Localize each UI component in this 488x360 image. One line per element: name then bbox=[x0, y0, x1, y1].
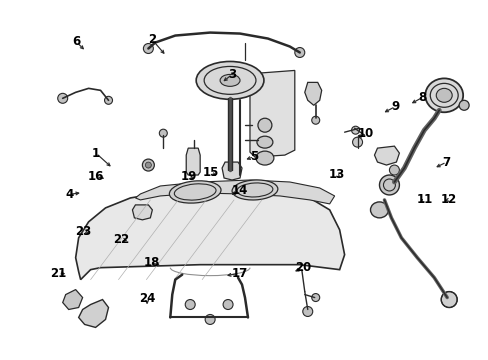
Circle shape bbox=[311, 116, 319, 124]
Circle shape bbox=[159, 129, 167, 137]
Ellipse shape bbox=[255, 151, 273, 165]
Polygon shape bbox=[249, 71, 294, 157]
Polygon shape bbox=[186, 148, 200, 175]
Circle shape bbox=[294, 48, 304, 58]
Circle shape bbox=[142, 159, 154, 171]
Circle shape bbox=[205, 315, 215, 324]
Ellipse shape bbox=[258, 118, 271, 132]
Text: 7: 7 bbox=[442, 156, 450, 168]
Text: 2: 2 bbox=[147, 33, 156, 46]
Ellipse shape bbox=[196, 62, 264, 99]
Text: 14: 14 bbox=[231, 184, 247, 197]
Text: 5: 5 bbox=[249, 150, 258, 163]
Circle shape bbox=[143, 44, 153, 54]
Polygon shape bbox=[76, 190, 344, 280]
Ellipse shape bbox=[256, 136, 272, 148]
Text: 4: 4 bbox=[65, 188, 73, 201]
Text: 16: 16 bbox=[87, 170, 104, 183]
Text: 6: 6 bbox=[72, 35, 81, 49]
Circle shape bbox=[311, 293, 319, 302]
Text: 1: 1 bbox=[92, 147, 100, 159]
Text: 10: 10 bbox=[357, 127, 374, 140]
Text: 15: 15 bbox=[202, 166, 218, 179]
Polygon shape bbox=[374, 146, 399, 165]
Text: 11: 11 bbox=[416, 193, 432, 206]
Text: 8: 8 bbox=[417, 91, 426, 104]
Text: 19: 19 bbox=[180, 170, 196, 183]
Polygon shape bbox=[132, 205, 152, 220]
Circle shape bbox=[351, 126, 359, 134]
Text: 12: 12 bbox=[440, 193, 456, 206]
Text: 9: 9 bbox=[390, 100, 399, 113]
Text: 18: 18 bbox=[143, 256, 160, 269]
Polygon shape bbox=[79, 300, 108, 328]
Circle shape bbox=[388, 165, 399, 175]
Text: 23: 23 bbox=[75, 225, 91, 238]
Text: 17: 17 bbox=[231, 267, 247, 280]
Circle shape bbox=[185, 300, 195, 310]
Ellipse shape bbox=[232, 180, 277, 200]
Ellipse shape bbox=[370, 202, 387, 218]
Text: 24: 24 bbox=[139, 292, 155, 305]
Circle shape bbox=[223, 300, 233, 310]
Text: 3: 3 bbox=[228, 68, 236, 81]
Polygon shape bbox=[135, 180, 334, 204]
Circle shape bbox=[104, 96, 112, 104]
Ellipse shape bbox=[435, 88, 451, 102]
Text: 20: 20 bbox=[294, 261, 310, 274]
Ellipse shape bbox=[425, 78, 462, 112]
Polygon shape bbox=[222, 162, 242, 180]
Circle shape bbox=[440, 292, 456, 307]
Ellipse shape bbox=[220, 75, 240, 86]
Polygon shape bbox=[304, 82, 321, 105]
Circle shape bbox=[145, 162, 151, 168]
Ellipse shape bbox=[169, 181, 221, 203]
Circle shape bbox=[302, 306, 312, 316]
Text: 22: 22 bbox=[113, 233, 130, 246]
Text: 21: 21 bbox=[50, 267, 66, 280]
Ellipse shape bbox=[379, 175, 399, 195]
Circle shape bbox=[58, 93, 67, 103]
Circle shape bbox=[458, 100, 468, 110]
Polygon shape bbox=[62, 289, 82, 310]
Text: 13: 13 bbox=[328, 168, 345, 181]
Circle shape bbox=[352, 137, 362, 147]
